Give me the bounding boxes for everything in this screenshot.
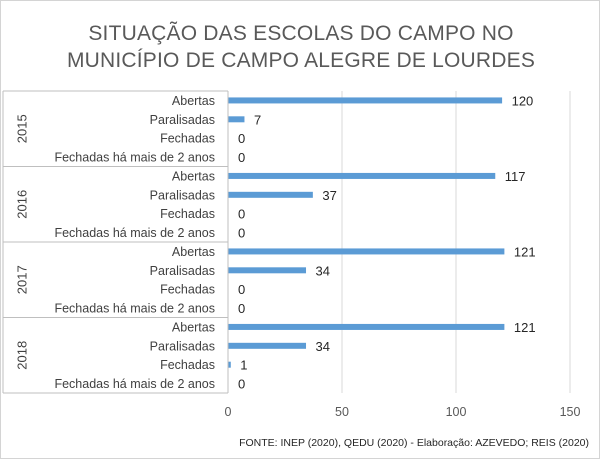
x-tick-label: 150 xyxy=(560,405,581,419)
bar xyxy=(228,191,313,198)
category-label: Fechadas xyxy=(160,358,215,372)
category-label: Fechadas há mais de 2 anos xyxy=(54,302,215,316)
data-label: 121 xyxy=(514,320,536,335)
data-label: 1 xyxy=(240,358,247,373)
category-axis xyxy=(2,90,229,394)
bar xyxy=(228,172,496,179)
bars xyxy=(228,97,505,368)
gridlines xyxy=(341,91,571,393)
category-label: Abertas xyxy=(172,169,215,183)
data-label: 0 xyxy=(238,226,245,241)
category-label: Fechadas xyxy=(160,207,215,221)
data-label: 0 xyxy=(238,282,245,297)
bar xyxy=(228,267,307,274)
x-tick-label: 100 xyxy=(446,405,467,419)
chart-title: SITUAÇÃO DAS ESCOLAS DO CAMPO NO MUNICÍP… xyxy=(67,21,535,72)
data-label: 34 xyxy=(316,339,330,354)
data-label: 0 xyxy=(238,207,245,222)
data-label: 37 xyxy=(322,188,336,203)
year-label: 2016 xyxy=(14,190,29,219)
category-label: Paralisadas xyxy=(150,339,215,353)
category-label: Abertas xyxy=(172,320,215,334)
bar xyxy=(228,116,245,123)
data-label: 0 xyxy=(238,301,245,316)
year-label: 2017 xyxy=(14,265,29,294)
category-label: Fechadas xyxy=(160,283,215,297)
data-label: 0 xyxy=(238,131,245,146)
category-label: Fechadas há mais de 2 anos xyxy=(54,151,215,165)
year-label: 2018 xyxy=(14,341,29,370)
x-tick-label: 50 xyxy=(335,405,349,419)
category-label: Fechadas há mais de 2 anos xyxy=(54,226,215,240)
data-label: 0 xyxy=(238,377,245,392)
bar xyxy=(228,97,503,104)
data-label: 117 xyxy=(505,169,526,184)
category-label: Paralisadas xyxy=(150,113,215,127)
category-label: Fechadas há mais de 2 anos xyxy=(54,377,215,391)
year-label: 2015 xyxy=(14,114,29,143)
data-label: 121 xyxy=(514,244,536,259)
bar xyxy=(228,323,505,330)
bar xyxy=(228,361,231,368)
data-label: 120 xyxy=(512,93,534,108)
chart-title-line-1: SITUAÇÃO DAS ESCOLAS DO CAMPO NO xyxy=(88,21,513,45)
source-note: FONTE: INEP (2020), QEDU (2020) - Elabor… xyxy=(239,437,589,449)
category-label: Abertas xyxy=(172,94,215,108)
category-label: Paralisadas xyxy=(150,264,215,278)
category-label: Abertas xyxy=(172,245,215,259)
category-label: Fechadas xyxy=(160,132,215,146)
bar xyxy=(228,342,307,349)
data-label: 34 xyxy=(316,263,330,278)
category-label: Paralisadas xyxy=(150,188,215,202)
bar xyxy=(228,248,505,255)
data-label: 7 xyxy=(254,112,261,127)
chart-title-line-2: MUNICÍPIO DE CAMPO ALEGRE DE LOURDES xyxy=(67,49,535,72)
x-tick-label: 0 xyxy=(225,405,232,419)
data-label: 0 xyxy=(238,150,245,165)
